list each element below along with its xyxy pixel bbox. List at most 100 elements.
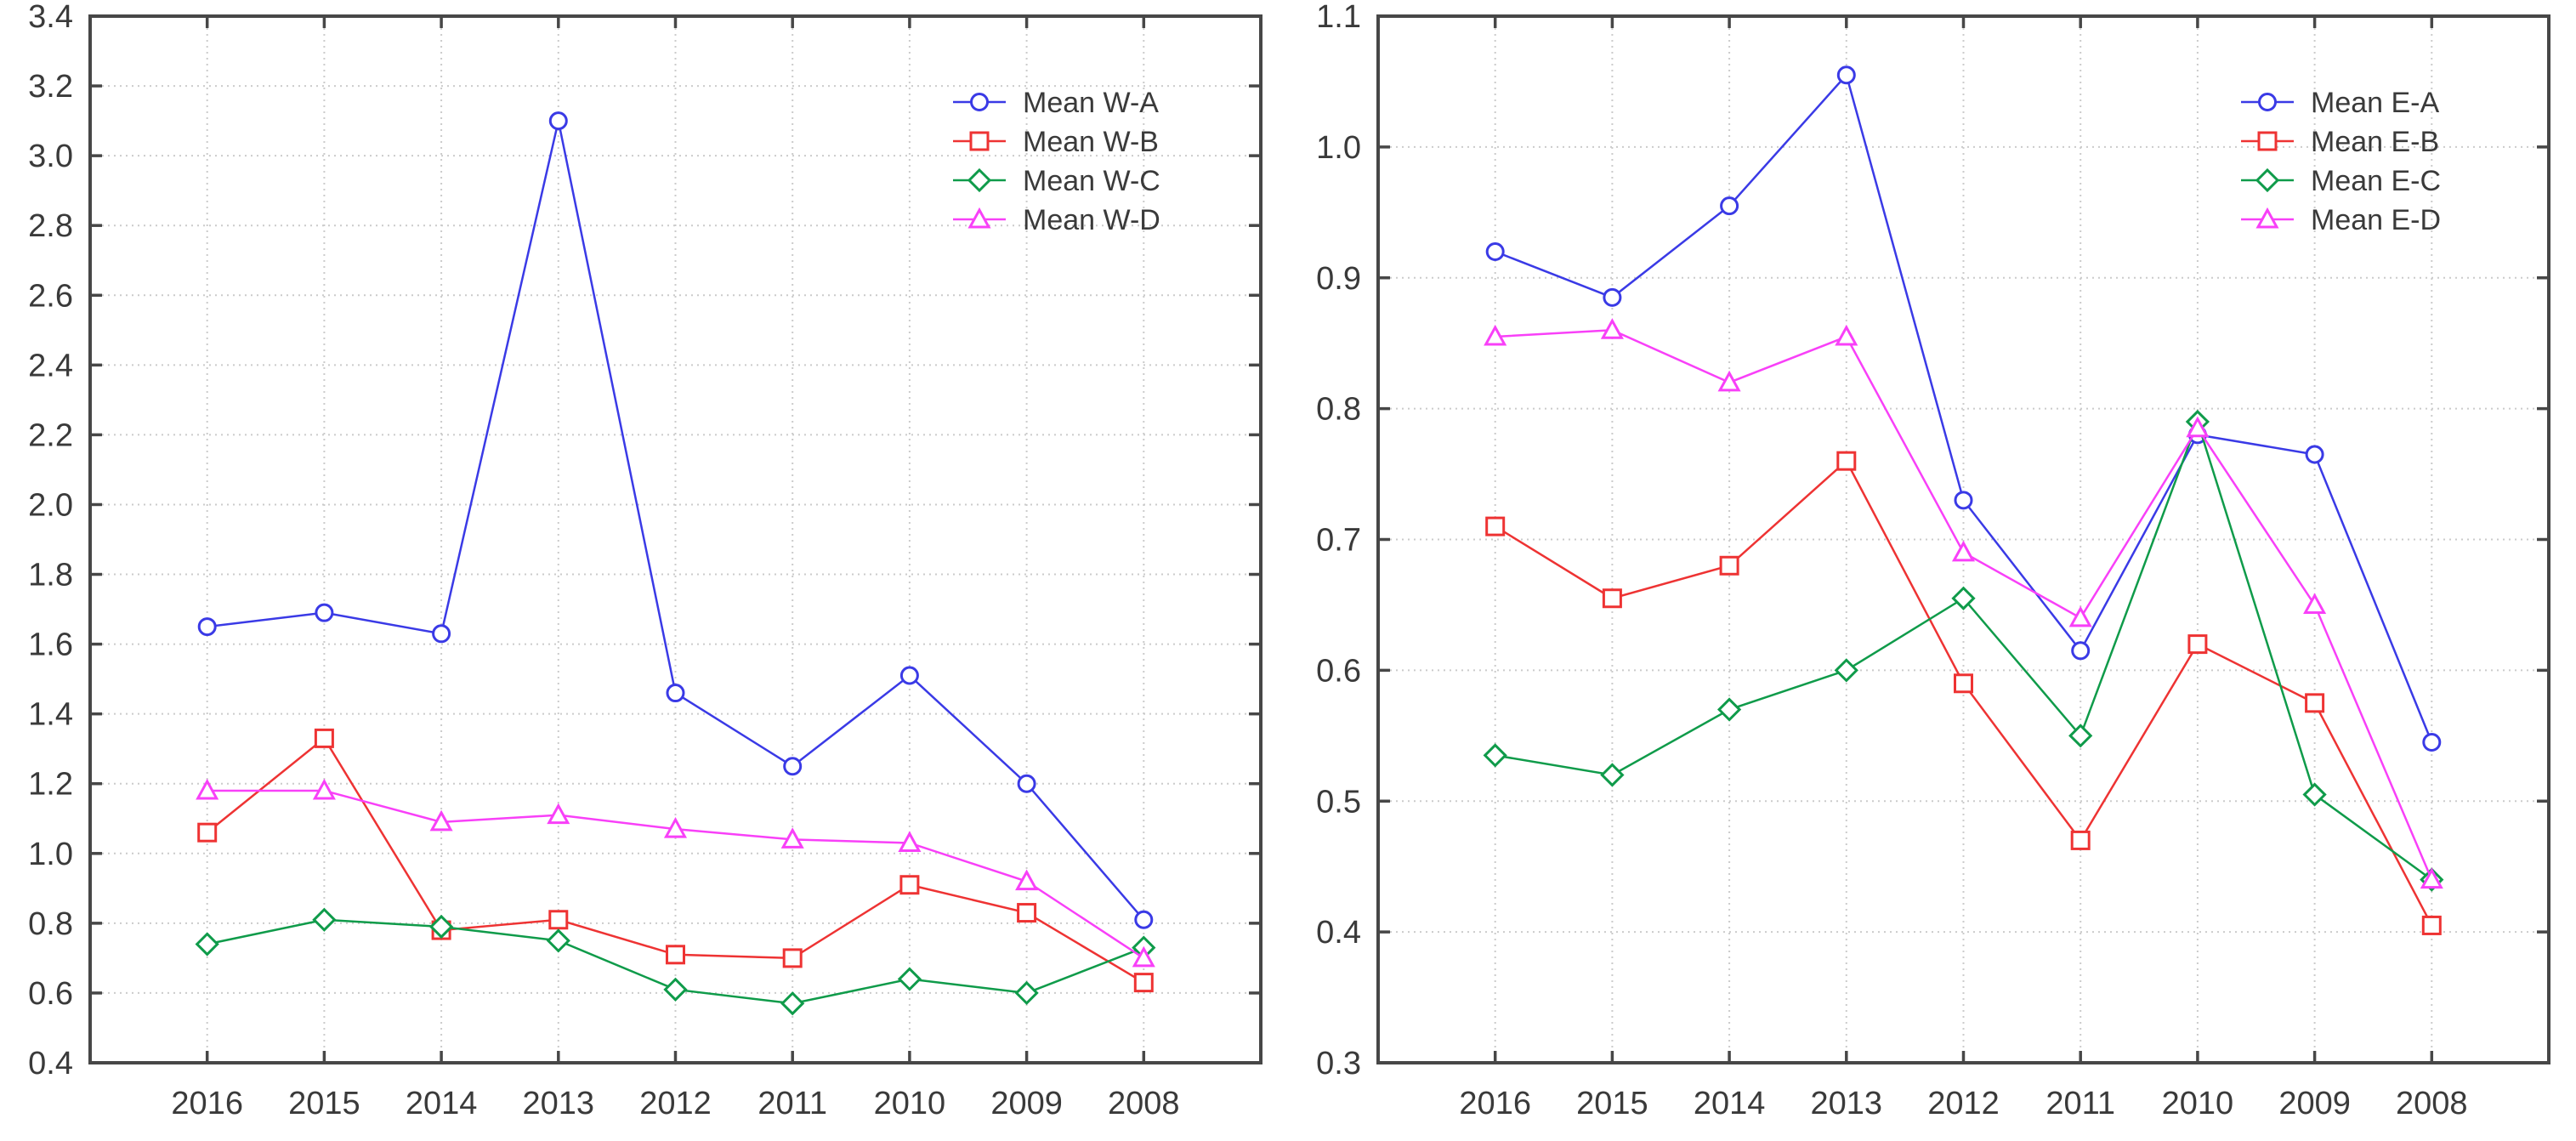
series-mean-w-b-square-marker	[782, 948, 803, 968]
series-mean-e-c-diamond-marker	[1716, 697, 1742, 722]
series-mean-w-a-circle-marker	[315, 603, 334, 622]
y-tick-label: 2.2	[28, 417, 73, 453]
series-mean-e-b-square-marker	[2305, 693, 2325, 713]
y-tick-label: 0.8	[1316, 392, 1361, 428]
series-mean-e-b-square-marker	[2421, 915, 2442, 935]
y-tick-label: 1.0	[1316, 130, 1361, 166]
series-mean-e-b-square-marker	[1485, 516, 1506, 536]
y-tick-label: 0.3	[1316, 1046, 1361, 1081]
legend-label-mean-e-b: Mean E-B	[2311, 126, 2439, 158]
legend-label-mean-w-c: Mean W-C	[1023, 165, 1160, 197]
series-mean-e-c-diamond-marker	[1600, 763, 1625, 787]
series-mean-w-c	[195, 907, 1156, 1016]
y-tick-label: 2.8	[28, 208, 73, 244]
series-mean-e-a	[1485, 65, 2442, 752]
series-mean-e-a-circle-marker	[1954, 491, 1973, 510]
series-mean-w-d	[196, 778, 1155, 968]
series-mean-e-d-triangle-marker	[1484, 324, 1507, 346]
series-mean-w-b-square-marker	[197, 822, 218, 843]
legend-item-mean-w-b: Mean W-B	[953, 126, 1159, 158]
left-chart: 2016 2015 2014 2013 2012 2011 2010 2009 2008 0.4 0…	[28, 0, 1262, 1121]
series-mean-e-a-circle-marker	[2071, 641, 2091, 661]
series-mean-w-d-triangle-marker	[898, 831, 922, 852]
series-mean-w-a-circle-marker	[1017, 774, 1036, 793]
x-tick-label: 2008	[2396, 1086, 2468, 1121]
series-mean-w-a	[197, 111, 1154, 929]
legend-mean-w-d-triangle-marker	[967, 207, 991, 229]
y-tick-label: 3.4	[28, 0, 73, 35]
series-mean-w-d-triangle-marker	[547, 803, 570, 825]
legend: Mean W-A Mean W-B Mean W-C Mean W-D	[953, 87, 1160, 236]
series-mean-e-a-circle-marker	[1720, 196, 1739, 216]
series-mean-w-b-square-marker	[548, 910, 569, 930]
series-mean-w-b	[197, 728, 1154, 993]
series-mean-w-c-diamond-marker	[312, 907, 337, 932]
right-chart: 2016 2015 2014 2013 2012 2011 2010 2009 2008 0.3 0…	[1316, 0, 2550, 1121]
series-mean-w-d-triangle-marker	[429, 809, 453, 832]
series-mean-w-a-circle-marker	[432, 624, 451, 644]
x-tick-label: 2010	[2162, 1086, 2234, 1121]
legend-item-mean-w-a: Mean W-A	[953, 87, 1159, 119]
series-mean-w-d-triangle-marker	[663, 816, 688, 838]
legend-mean-w-b-square-marker	[969, 131, 990, 151]
legend-item-mean-w-d: Mean W-D	[953, 204, 1160, 236]
series-mean-e-d-triangle-marker	[2420, 867, 2443, 889]
left-chart-panel: 2016 2015 2014 2013 2012 2011 2010 2009 2008 0.4 0…	[28, 0, 1262, 1121]
series-mean-w-c-diamond-marker	[428, 914, 454, 939]
series-mean-e-d-triangle-marker	[2068, 605, 2092, 627]
series-mean-w-b-square-marker	[1133, 973, 1154, 993]
series-mean-e-c-diamond-marker	[2068, 724, 2093, 748]
legend-item-mean-w-c: Mean W-C	[953, 165, 1160, 197]
x-tick-label: 2011	[757, 1086, 827, 1121]
series-mean-e-c-diamond-marker	[2302, 782, 2327, 807]
series-mean-w-b-square-marker	[1017, 903, 1037, 923]
series-mean-w-a-line	[207, 120, 1145, 921]
y-tick-label: 2.4	[28, 348, 73, 383]
legend: Mean E-A Mean E-B Mean E-C Mean E-D	[2241, 87, 2441, 236]
series-mean-e-a-circle-marker	[2422, 733, 2442, 752]
series-mean-e-d-triangle-marker	[1951, 540, 1976, 562]
y-tick-label: 2.6	[28, 278, 73, 314]
x-tick-label: 2009	[2278, 1086, 2351, 1121]
plot-frame	[88, 14, 1262, 1064]
series-mean-w-d-triangle-marker	[780, 827, 804, 849]
x-tick-label: 2016	[171, 1086, 243, 1121]
x-tick-label: 2012	[1927, 1086, 2000, 1121]
legend-label-mean-e-a: Mean E-A	[2311, 87, 2439, 119]
series-mean-e-b-square-marker	[1954, 673, 1973, 694]
series-mean-e-a-circle-marker	[1603, 287, 1622, 307]
series-mean-e-b-square-marker	[2070, 830, 2091, 850]
y-tick-label: 0.7	[1316, 523, 1361, 559]
y-tick-label: 1.2	[28, 767, 73, 803]
legend-mean-w-c-diamond-marker	[967, 167, 992, 193]
x-tick-label: 2014	[406, 1086, 478, 1121]
y-tick-label: 0.4	[1316, 915, 1361, 951]
series-mean-w-c-diamond-marker	[780, 991, 805, 1016]
legend-item-mean-e-a: Mean E-A	[2241, 87, 2439, 119]
legend-item-mean-e-d: Mean E-D	[2241, 204, 2441, 236]
series-mean-e-d-triangle-marker	[2303, 593, 2327, 614]
legend-label-mean-e-c: Mean E-C	[2311, 165, 2441, 197]
x-tick-label: 2013	[1811, 1086, 1883, 1121]
x-tick-label: 2016	[1459, 1086, 1531, 1121]
legend-mean-e-c-diamond-marker	[2255, 167, 2280, 193]
legend-item-mean-e-b: Mean E-B	[2241, 126, 2439, 158]
legend-label-mean-w-b: Mean W-B	[1023, 126, 1159, 158]
y-tick-label: 3.2	[28, 69, 73, 105]
series-mean-e-c-line	[1495, 418, 2433, 881]
series-mean-w-a-circle-marker	[548, 111, 568, 131]
series-mean-w-c-diamond-marker	[897, 967, 922, 991]
y-tick-label: 1.4	[28, 697, 73, 733]
series-mean-w-a-circle-marker	[666, 684, 685, 703]
y-tick-label: 0.8	[28, 906, 73, 942]
y-tick-label: 0.9	[1316, 261, 1361, 297]
y-tick-label: 1.6	[28, 627, 73, 663]
series-mean-e-b-square-marker	[1719, 555, 1739, 576]
series-mean-w-b-square-marker	[314, 728, 334, 748]
x-tick-label: 2015	[288, 1086, 360, 1121]
series-mean-e-a-circle-marker	[1485, 241, 1505, 261]
legend-label-mean-w-a: Mean W-A	[1023, 87, 1159, 119]
series-mean-w-c-diamond-marker	[546, 928, 570, 953]
series-mean-e-b	[1485, 451, 2442, 935]
right-chart-panel: 2016 2015 2014 2013 2012 2011 2010 2009 2008 0.3 0…	[1288, 0, 2576, 1141]
